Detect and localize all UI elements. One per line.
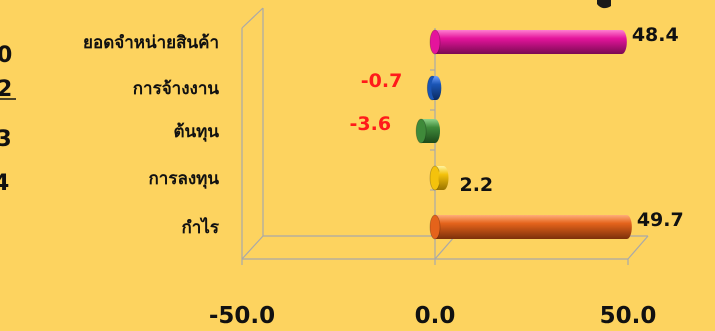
clipped-label: 2 (0, 77, 12, 102)
x-tick-label: 0.0 (415, 303, 456, 329)
clipped-label: .3 (0, 127, 12, 152)
data-label: 2.2 (459, 174, 493, 196)
bar (415, 118, 440, 144)
x-tick-label: 50.0 (600, 303, 657, 329)
category-label: กำไร (181, 217, 219, 238)
x-axis-ticks (241, 259, 629, 265)
frame-zero-depth (434, 235, 456, 260)
clipped-label: 0 (0, 43, 12, 68)
clipped-label: 4 (0, 171, 9, 196)
frame-right-depth (627, 235, 649, 260)
bars-group (415, 29, 632, 240)
bar (426, 75, 442, 101)
category-label: การจ้างงาน (133, 79, 220, 99)
clipped-heading-fragment (597, 0, 611, 9)
frame-top-left-depth (241, 7, 264, 29)
bar (429, 214, 632, 240)
bar (429, 29, 627, 55)
frame-bottom-left-depth (241, 235, 264, 260)
category-labels: ยอดจำหน่ายสินค้าการจ้างงานต้นทุนการลงทุน… (83, 33, 220, 238)
value-labels: 48.4 -0.7 -3.6 2.2 49.7 (350, 24, 684, 231)
data-label: 49.7 (637, 209, 684, 231)
bar (429, 165, 449, 191)
category-label: การลงทุน (148, 169, 219, 189)
category-label: ยอดจำหน่ายสินค้า (83, 33, 219, 53)
data-label: -3.6 (350, 113, 392, 135)
data-label: 48.4 (632, 24, 679, 46)
category-label: ต้นทุน (174, 122, 220, 142)
data-label: -0.7 (361, 70, 403, 92)
x-tick-labels: -50.0 0.0 50.0 (209, 303, 657, 329)
x-tick-label: -50.0 (209, 303, 275, 329)
